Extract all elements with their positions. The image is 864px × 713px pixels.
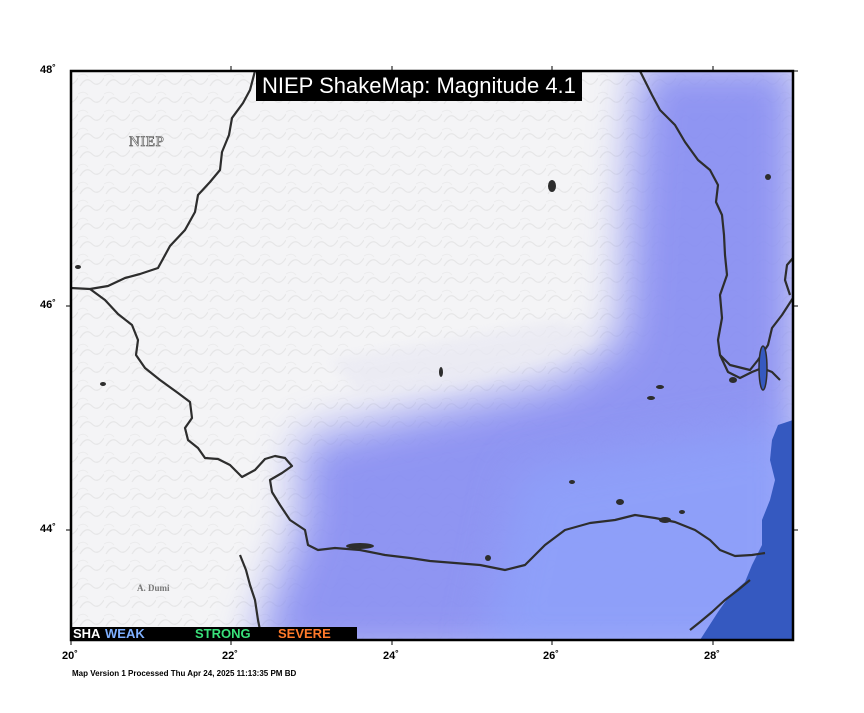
water-bodies [75, 174, 771, 561]
map-title: NIEP ShakeMap: Magnitude 4.1 [256, 71, 582, 101]
author-credit: A. Dumi [137, 583, 170, 593]
lon-tick-22: 22˚ [222, 650, 238, 662]
intensity-scale-bar: SHA WEAK STRONG SEVERE [71, 627, 357, 640]
niep-watermark: NIEP [129, 134, 165, 151]
scale-label-shaking: SHA [73, 627, 101, 640]
lat-tick-44: 44˚ [40, 523, 56, 535]
lon-tick-28: 28˚ [704, 650, 720, 662]
scale-label-weak: WEAK [105, 627, 145, 640]
lon-tick-20: 20˚ [62, 650, 78, 662]
black-sea [700, 420, 793, 640]
lat-tick-46: 46˚ [40, 299, 56, 311]
lon-tick-26: 26˚ [543, 650, 559, 662]
lat-tick-48: 48˚ [40, 64, 56, 76]
processing-footer: Map Version 1 Processed Thu Apr 24, 2025… [72, 669, 297, 678]
scale-label-strong: STRONG [195, 627, 251, 640]
frame-ticks [66, 66, 798, 645]
lon-tick-24: 24˚ [383, 650, 399, 662]
intensity-overlay [256, 71, 793, 640]
scale-label-severe: SEVERE [278, 627, 331, 640]
